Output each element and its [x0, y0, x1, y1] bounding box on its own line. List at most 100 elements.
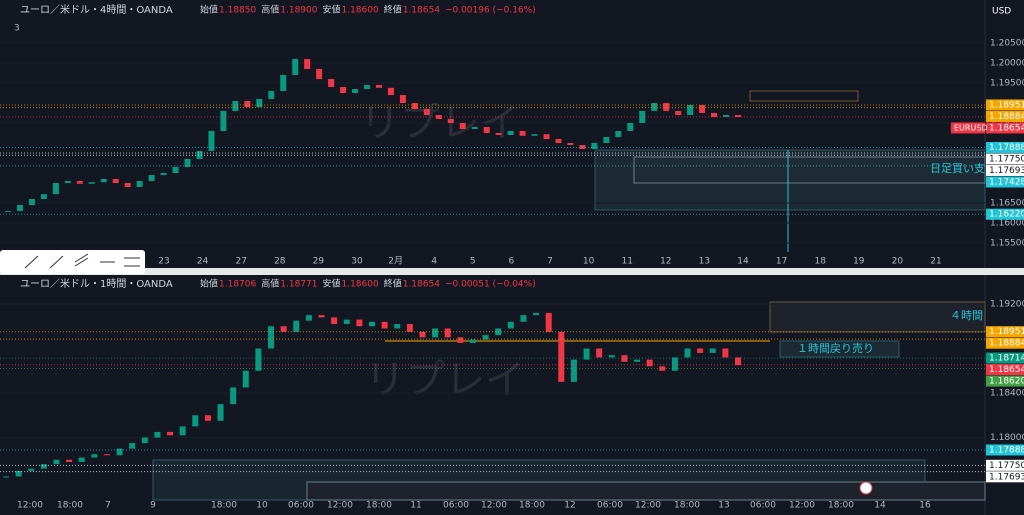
price-tag	[986, 110, 1024, 122]
x-tick-label: 7	[547, 257, 553, 267]
candle	[364, 85, 371, 89]
candle	[735, 357, 741, 366]
price-tag	[986, 141, 1024, 153]
toolbar-icons	[24, 253, 140, 269]
x-tick-label: 18:00	[519, 501, 545, 511]
candle	[356, 319, 363, 327]
candle	[103, 454, 110, 456]
candle	[369, 321, 375, 327]
candle	[459, 123, 466, 129]
x-tick-label: 18:00	[366, 501, 392, 511]
price-tag	[986, 164, 1024, 176]
candle	[91, 454, 98, 458]
x-tick-label: 17	[776, 257, 787, 267]
candle	[242, 370, 249, 388]
candle	[232, 101, 239, 111]
x-tick-label: 14	[737, 257, 749, 267]
price-tag	[986, 208, 1024, 220]
candle	[387, 87, 394, 95]
price-tag-label: 1.18951	[989, 327, 1024, 337]
price-tag-label: 1.17750	[989, 461, 1024, 471]
x-tick-label: 19	[853, 257, 865, 267]
price-tag-label: 1.17888	[989, 445, 1024, 455]
candle	[148, 175, 155, 181]
x-tick-label: 6	[509, 257, 515, 267]
candle	[217, 404, 224, 421]
price-tag	[986, 176, 1024, 188]
candle	[340, 87, 347, 93]
x-tick-label: 12:00	[789, 501, 815, 511]
candle	[136, 181, 143, 187]
event-icon[interactable]	[859, 481, 873, 495]
symbol-tag	[951, 122, 985, 134]
candle	[66, 459, 73, 462]
candle	[184, 159, 191, 167]
y-tick-label: 1.16500	[990, 199, 1024, 209]
candle	[28, 199, 35, 205]
x-tick-label: 06:00	[597, 501, 623, 511]
candle	[16, 205, 23, 211]
candle	[483, 127, 490, 133]
x-tick-label: 14	[874, 501, 886, 511]
drawing-toolbar[interactable]	[0, 250, 145, 274]
stat-label: 安値	[322, 278, 340, 290]
stat-value: 1.18900	[280, 6, 317, 16]
candle	[343, 319, 350, 325]
candle	[558, 331, 565, 382]
candle	[172, 167, 179, 173]
candle	[591, 143, 598, 149]
candle	[533, 312, 540, 316]
candle	[432, 328, 439, 338]
candle	[331, 317, 338, 325]
x-tick-label: 06:00	[288, 501, 314, 511]
candle	[179, 426, 186, 436]
candle	[204, 415, 211, 421]
x-tick-label: 20	[892, 257, 904, 267]
price-tag-label: 1.18654	[989, 365, 1024, 375]
candle	[328, 79, 335, 87]
stat-label: 終値	[384, 278, 402, 290]
candle	[381, 321, 388, 329]
candle	[88, 182, 95, 184]
candle	[646, 359, 653, 367]
x-tick-label: 06:00	[750, 501, 776, 511]
x-tick-label: 2月	[388, 256, 403, 267]
candle	[129, 443, 136, 449]
y-tick-label: 1.16000	[990, 219, 1024, 229]
x-tick-label: 11	[410, 501, 421, 511]
annotation: １時間戻り売り	[797, 342, 874, 355]
stat-value: −0.00051 (−0.04%)	[445, 280, 536, 290]
price-tag	[986, 122, 1024, 134]
candle	[543, 134, 550, 139]
y-tick-label: 1.18000	[990, 433, 1024, 443]
candle	[520, 315, 527, 322]
price-tag	[986, 459, 1024, 471]
candle	[375, 85, 382, 88]
candle	[256, 99, 263, 107]
candle	[608, 355, 615, 358]
price-tag-label: 1.17693	[989, 166, 1024, 176]
symbol-tag-label: EURUSD	[954, 123, 988, 132]
candle	[709, 348, 716, 353]
candle	[482, 335, 489, 340]
x-tick-label: 9	[150, 501, 156, 511]
price-tag	[986, 471, 1024, 483]
price-tag	[986, 326, 1024, 338]
stat-label: 高値	[261, 4, 279, 16]
candle	[192, 415, 199, 427]
candle	[596, 348, 603, 358]
price-tag-label: 1.18620	[989, 377, 1024, 387]
x-tick-label: 18:00	[211, 501, 237, 511]
candle	[208, 131, 215, 151]
y-tick-label: 1.20000	[990, 59, 1024, 69]
candle	[196, 151, 203, 159]
candle	[711, 113, 718, 117]
candle	[220, 111, 227, 131]
x-tick-label: 10	[583, 257, 595, 267]
zone-box	[749, 90, 859, 102]
candle	[230, 387, 237, 405]
x-tick-label: 06:00	[443, 501, 469, 511]
y-tick-label: 1.19200	[990, 300, 1024, 310]
candle	[318, 315, 325, 318]
y-tick-label: 1.18400	[990, 389, 1024, 399]
